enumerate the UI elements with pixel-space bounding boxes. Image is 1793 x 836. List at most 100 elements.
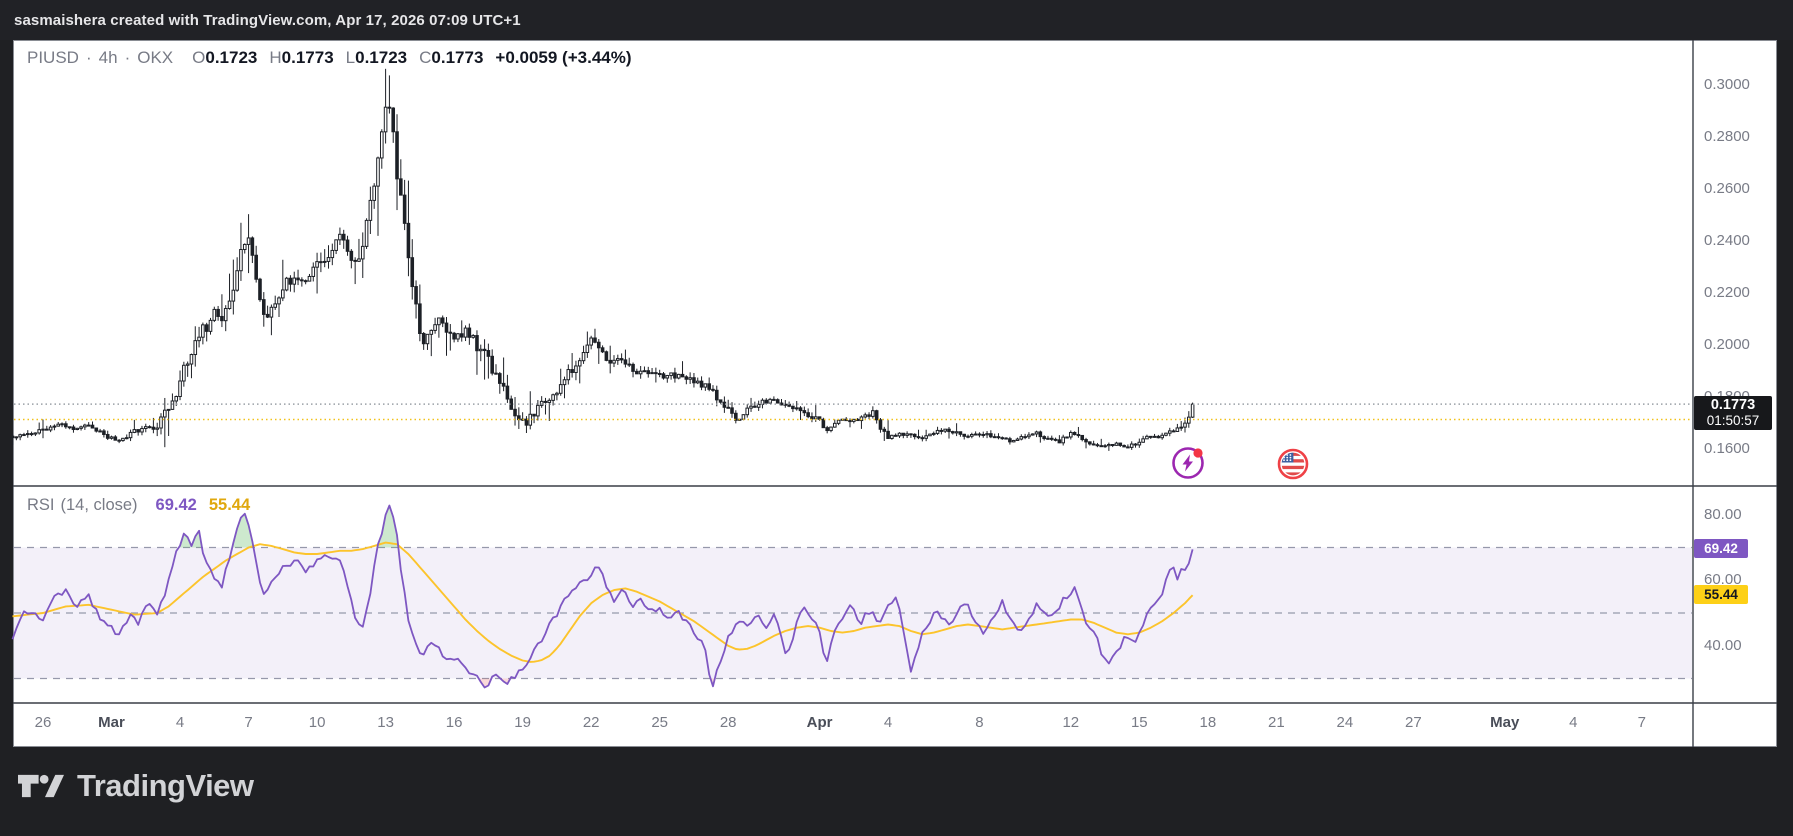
close-label: C: [419, 48, 432, 67]
candle: [109, 436, 114, 439]
candle: [882, 428, 887, 432]
candle: [661, 373, 666, 379]
candle: [616, 358, 620, 361]
candle: [1133, 443, 1138, 446]
candle: [18, 434, 22, 438]
candle: [863, 414, 868, 418]
candle: [254, 254, 258, 280]
candle: [1122, 444, 1126, 448]
candle: [136, 429, 140, 433]
time-axis[interactable]: 26 Mar 4 7 10 13 16 19 22 25 28 Apr 4 8 12 15 18 21 24 27 Ma…: [13, 703, 1693, 747]
candle: [364, 219, 369, 247]
candle: [1126, 446, 1130, 449]
candle: [395, 131, 399, 180]
candle: [981, 433, 986, 436]
candle: [947, 428, 951, 433]
candle: [48, 426, 53, 431]
event-alert-dot: [1193, 448, 1203, 458]
candle: [1129, 443, 1134, 448]
candle: [478, 348, 483, 352]
candle: [669, 372, 673, 377]
candle: [147, 426, 152, 429]
time-axis-label: 4: [175, 714, 185, 731]
candle: [178, 380, 182, 398]
current-price-tag: 0.1773 01:50:57: [1694, 396, 1772, 430]
price-axis-label: 0.2200: [1704, 283, 1750, 301]
attribution-bar: sasmaishera created with TradingView.com…: [0, 0, 1793, 40]
candle: [585, 344, 590, 354]
candle: [848, 420, 852, 423]
bar-countdown: 01:50:57: [1706, 413, 1760, 428]
candle: [688, 377, 692, 380]
candle: [756, 403, 761, 408]
candle: [996, 436, 1001, 439]
time-axis-label: 4: [883, 714, 893, 731]
candle: [440, 317, 445, 324]
candle: [867, 414, 871, 417]
candle: [383, 106, 388, 133]
candle: [410, 257, 415, 288]
candle: [429, 329, 434, 335]
symbol-legend[interactable]: PIUSD · 4h · OKX O0.1723 H0.1773 L0.1723…: [27, 48, 632, 68]
candle: [806, 412, 810, 418]
candle: [322, 260, 327, 263]
candle: [543, 400, 548, 403]
candle: [1167, 430, 1172, 434]
candle: [261, 299, 266, 315]
candle: [692, 377, 696, 384]
candle: [300, 279, 304, 282]
candle: [589, 337, 593, 346]
candle: [418, 303, 422, 335]
us-flag-event-icon[interactable]: [1277, 448, 1309, 480]
candle: [1145, 435, 1149, 440]
candle: [25, 433, 30, 436]
candle: [829, 426, 833, 432]
close-value: 0.1773: [431, 48, 484, 67]
rsi-ma-tag-text: 55.44: [1704, 587, 1738, 602]
candle: [185, 363, 190, 366]
symbol-interval: 4h: [98, 48, 118, 67]
candle: [970, 434, 974, 437]
candle: [1179, 426, 1183, 429]
candle: [1137, 441, 1142, 446]
flash-event-icon[interactable]: [1172, 447, 1204, 479]
candle: [501, 382, 506, 387]
candle: [619, 358, 624, 361]
candle: [920, 437, 925, 440]
candle: [1156, 435, 1161, 439]
candle: [223, 308, 228, 322]
candle: [791, 405, 795, 410]
candle: [711, 388, 715, 391]
candle: [528, 413, 533, 426]
rsi-ma-line: [12, 541, 1194, 663]
candle: [174, 396, 179, 402]
candle: [155, 427, 160, 430]
candle: [166, 408, 171, 411]
candle: [893, 434, 898, 437]
candle: [425, 333, 430, 345]
candle: [890, 434, 894, 439]
candle: [741, 414, 746, 420]
candle: [98, 430, 102, 433]
rsi-legend[interactable]: RSI (14, close) 69.42 55.44: [27, 496, 250, 515]
time-axis-label: 16: [445, 714, 463, 731]
legend-separator: ·: [85, 48, 92, 67]
candle: [208, 319, 213, 332]
high-label: H: [269, 48, 282, 67]
time-axis-label: 8: [975, 714, 984, 731]
candle: [596, 341, 601, 349]
candle: [303, 280, 308, 283]
rsi-title: RSI: [27, 496, 55, 514]
candle: [1091, 443, 1096, 446]
ohlc-open: O0.1723: [192, 48, 257, 68]
candle: [71, 426, 76, 431]
price-axis[interactable]: 0.30000.28000.26000.24000.22000.20000.18…: [1694, 40, 1777, 703]
candle: [684, 376, 689, 380]
tradingview-logo[interactable]: TradingView: [18, 768, 254, 804]
time-axis-label: Apr: [806, 714, 833, 731]
candle: [749, 405, 753, 409]
candle: [950, 431, 955, 434]
candle: [94, 427, 99, 432]
